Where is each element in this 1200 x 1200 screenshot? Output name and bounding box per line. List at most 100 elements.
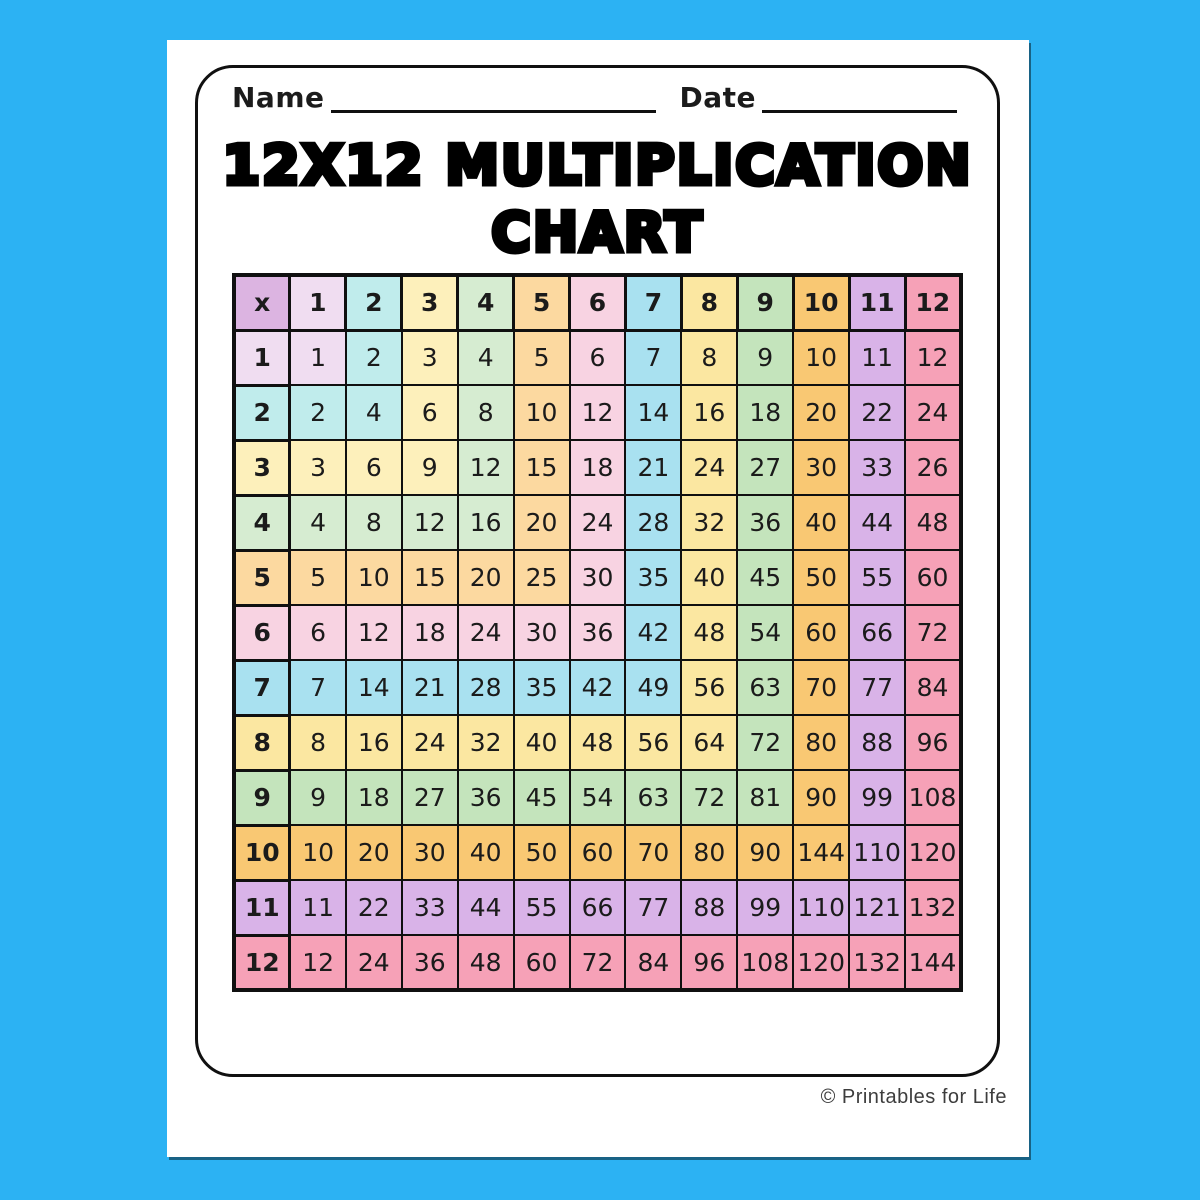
product-cell: 63 bbox=[736, 659, 795, 716]
product-cell: 8 bbox=[288, 714, 347, 771]
product-cell: 24 bbox=[904, 384, 962, 441]
product-cell: 4 bbox=[456, 329, 515, 386]
product-cell: 18 bbox=[568, 439, 627, 496]
product-cell: 40 bbox=[456, 824, 515, 881]
product-cell: 14 bbox=[344, 659, 403, 716]
column-header-cell: 10 bbox=[791, 273, 851, 332]
product-cell: 49 bbox=[624, 659, 683, 716]
table-row: 11 11 22 33 44 55 66 77 88 99 110 121 132 bbox=[232, 878, 962, 937]
product-cell: 110 bbox=[792, 879, 851, 936]
table-corner-cell: x bbox=[232, 273, 292, 332]
product-cell: 120 bbox=[792, 934, 851, 991]
product-cell: 4 bbox=[288, 494, 347, 551]
product-cell: 30 bbox=[512, 604, 571, 661]
product-cell: 28 bbox=[624, 494, 683, 551]
product-cell: 72 bbox=[568, 934, 627, 991]
product-cell: 96 bbox=[904, 714, 962, 771]
product-cell: 12 bbox=[400, 494, 459, 551]
row-header-cell: 10 bbox=[232, 823, 292, 882]
product-cell: 25 bbox=[512, 549, 571, 606]
row-header-cell: 6 bbox=[232, 603, 292, 662]
column-header-cell: 9 bbox=[735, 273, 795, 332]
product-cell: 22 bbox=[344, 879, 403, 936]
product-cell: 3 bbox=[400, 329, 459, 386]
product-cell: 6 bbox=[288, 604, 347, 661]
product-cell: 32 bbox=[456, 714, 515, 771]
product-cell: 81 bbox=[736, 769, 795, 826]
product-cell: 77 bbox=[624, 879, 683, 936]
name-date-row: Name Date bbox=[232, 81, 957, 114]
column-header-cell: 1 bbox=[288, 273, 348, 332]
product-cell: 55 bbox=[848, 549, 907, 606]
product-cell: 63 bbox=[624, 769, 683, 826]
product-cell: 84 bbox=[904, 659, 962, 716]
product-cell: 40 bbox=[792, 494, 851, 551]
product-cell: 4 bbox=[344, 384, 403, 441]
product-cell: 80 bbox=[680, 824, 739, 881]
product-cell: 120 bbox=[904, 824, 962, 881]
product-cell: 24 bbox=[568, 494, 627, 551]
product-cell: 36 bbox=[568, 604, 627, 661]
row-header-cell: 11 bbox=[232, 878, 292, 937]
product-cell: 9 bbox=[400, 439, 459, 496]
product-cell: 40 bbox=[680, 549, 739, 606]
product-cell: 5 bbox=[288, 549, 347, 606]
product-cell: 60 bbox=[904, 549, 962, 606]
product-cell: 16 bbox=[456, 494, 515, 551]
product-cell: 50 bbox=[512, 824, 571, 881]
product-cell: 33 bbox=[400, 879, 459, 936]
product-cell: 84 bbox=[624, 934, 683, 991]
table-row: 5 5 10 15 20 25 30 35 40 45 50 55 60 bbox=[232, 548, 962, 607]
product-cell: 64 bbox=[680, 714, 739, 771]
column-header-cell: 8 bbox=[679, 273, 739, 332]
product-cell: 40 bbox=[512, 714, 571, 771]
product-cell: 66 bbox=[848, 604, 907, 661]
table-row: 7 7 14 21 28 35 42 49 56 63 70 77 84 bbox=[232, 658, 962, 717]
product-cell: 77 bbox=[848, 659, 907, 716]
product-cell: 30 bbox=[792, 439, 851, 496]
product-cell: 36 bbox=[456, 769, 515, 826]
title-line-2: CHART bbox=[489, 199, 705, 267]
product-cell: 9 bbox=[288, 769, 347, 826]
product-cell: 24 bbox=[400, 714, 459, 771]
product-cell: 24 bbox=[344, 934, 403, 991]
product-cell: 20 bbox=[456, 549, 515, 606]
column-header-cell: 7 bbox=[623, 273, 683, 332]
product-cell: 54 bbox=[736, 604, 795, 661]
product-cell: 132 bbox=[904, 879, 962, 936]
product-cell: 88 bbox=[680, 879, 739, 936]
product-cell: 6 bbox=[568, 329, 627, 386]
product-cell: 12 bbox=[904, 329, 962, 386]
product-cell: 15 bbox=[512, 439, 571, 496]
product-cell: 11 bbox=[288, 879, 347, 936]
product-cell: 10 bbox=[344, 549, 403, 606]
product-cell: 21 bbox=[624, 439, 683, 496]
product-cell: 90 bbox=[736, 824, 795, 881]
product-cell: 99 bbox=[848, 769, 907, 826]
table-row: 3 3 6 9 12 15 18 21 24 27 30 33 26 bbox=[232, 438, 962, 497]
product-cell: 66 bbox=[568, 879, 627, 936]
product-cell: 56 bbox=[624, 714, 683, 771]
product-cell: 44 bbox=[456, 879, 515, 936]
name-underline bbox=[330, 110, 656, 113]
product-cell: 55 bbox=[512, 879, 571, 936]
name-label: Name bbox=[232, 81, 325, 114]
product-cell: 30 bbox=[568, 549, 627, 606]
table-row: 4 4 8 12 16 20 24 28 32 36 40 44 48 bbox=[232, 493, 962, 552]
product-cell: 2 bbox=[344, 329, 403, 386]
product-cell: 12 bbox=[456, 439, 515, 496]
product-cell: 35 bbox=[624, 549, 683, 606]
row-header-cell: 8 bbox=[232, 713, 292, 772]
product-cell: 30 bbox=[400, 824, 459, 881]
product-cell: 56 bbox=[680, 659, 739, 716]
product-cell: 10 bbox=[512, 384, 571, 441]
product-cell: 11 bbox=[848, 329, 907, 386]
product-cell: 33 bbox=[848, 439, 907, 496]
product-cell: 70 bbox=[792, 659, 851, 716]
product-cell: 18 bbox=[736, 384, 795, 441]
row-header-cell: 9 bbox=[232, 768, 292, 827]
product-cell: 110 bbox=[848, 824, 907, 881]
row-header-cell: 5 bbox=[232, 548, 292, 607]
title-line-1: 12X12 MULTIPLICATION bbox=[220, 132, 973, 200]
